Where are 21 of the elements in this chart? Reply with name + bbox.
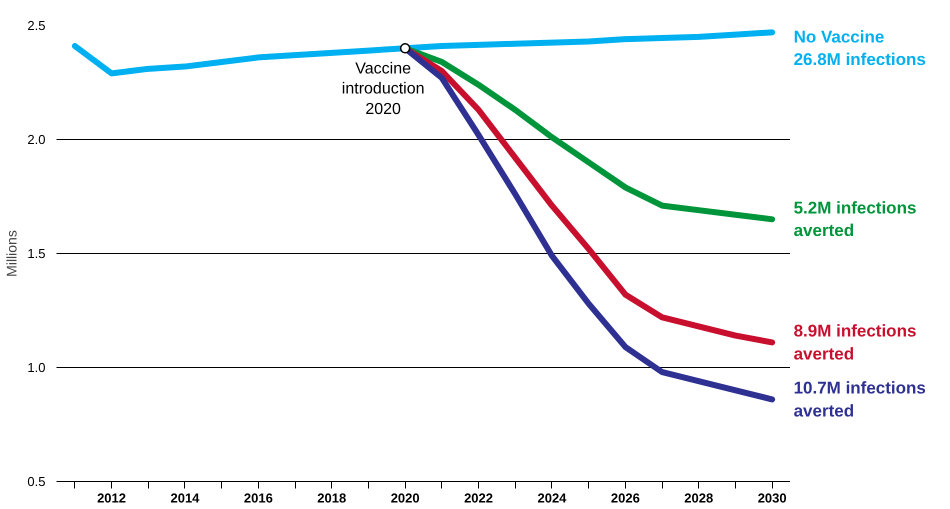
y-tick-label: 1.0 [27, 360, 46, 375]
x-tick-label: 2028 [684, 490, 714, 506]
x-tick-label: 2026 [610, 490, 640, 506]
x-tick-label: 2024 [537, 490, 568, 506]
y-tick-label: 2.5 [27, 18, 46, 33]
x-tick-label: 2030 [758, 490, 787, 506]
series-label: No Vaccine 26.8M infections [794, 27, 926, 70]
x-tick-label: 2016 [244, 490, 273, 506]
x-tick-label: 2020 [390, 490, 420, 506]
x-tick-label: 2012 [97, 490, 126, 506]
y-tick-label: 2.0 [27, 132, 46, 147]
x-tick-label: 2022 [464, 490, 494, 506]
y-axis-title: Millions [3, 230, 20, 277]
x-tick-label: 2018 [317, 490, 346, 506]
series-label: 8.9M infections averted [794, 322, 916, 364]
series-label: 10.7M infections averted [794, 378, 926, 420]
x-tick-label: 2014 [170, 490, 200, 506]
annotation: Vaccine introduction 2020 [342, 60, 425, 118]
y-tick-label: 1.5 [27, 246, 46, 261]
series-label: 5.2M infections averted [794, 198, 916, 240]
y-tick-label: 0.5 [27, 474, 46, 489]
